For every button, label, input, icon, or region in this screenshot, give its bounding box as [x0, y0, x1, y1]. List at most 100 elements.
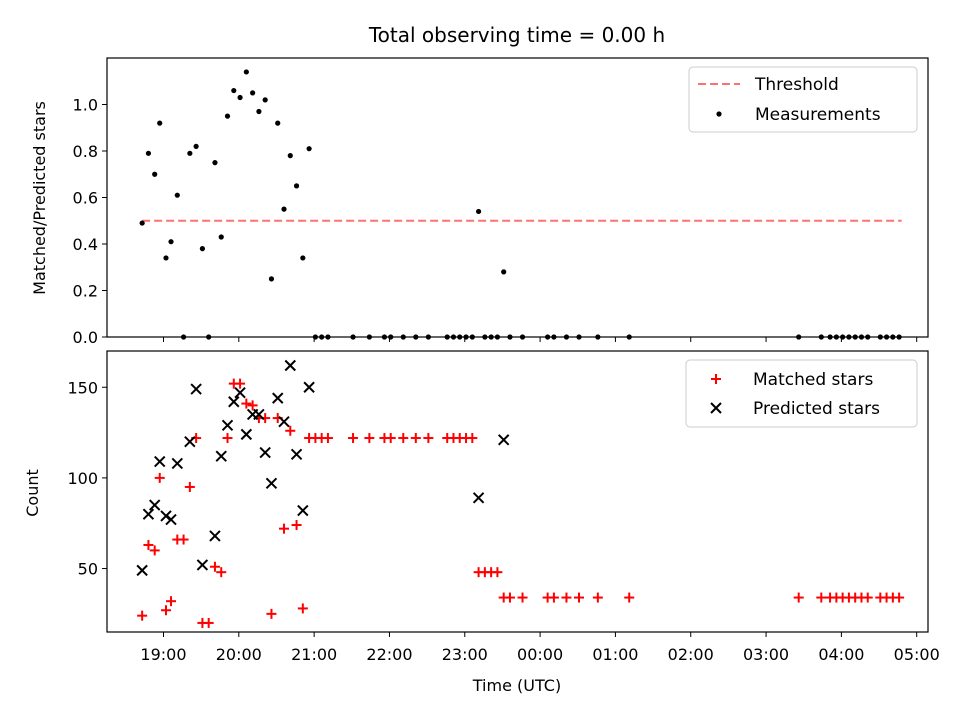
predicted-star-point: [148, 499, 161, 511]
matched-star-point: [154, 472, 165, 483]
predicted-star-point: [228, 396, 240, 408]
matched-star-point: [561, 592, 572, 603]
measurement-point: [501, 269, 507, 275]
measurement-point: [300, 255, 306, 261]
measurement-point: [218, 234, 224, 240]
measurement-point: [231, 87, 237, 94]
measurement-point: [152, 171, 158, 177]
measurement-point: [237, 94, 243, 101]
matched-star-point: [143, 539, 154, 550]
predicted-star-point: [190, 383, 202, 395]
predicted-star-point: [297, 504, 309, 517]
matched-star-point: [137, 610, 148, 621]
predicted-star-point: [497, 434, 510, 446]
x-tick-label: 22:00: [366, 645, 412, 664]
matched-star-point: [504, 592, 515, 603]
measurement-point: [187, 150, 193, 156]
x-tick-label: 01:00: [592, 645, 638, 664]
predicted-star-point: [240, 428, 253, 441]
matched-star-point: [862, 592, 873, 603]
x-tick-label: 23:00: [442, 645, 488, 664]
matched-star-point: [348, 433, 359, 444]
predicted-star-point: [154, 455, 166, 468]
measurement-point: [281, 206, 287, 212]
matched-star-point: [178, 534, 189, 545]
predicted-star-point: [221, 419, 234, 432]
matched-star-point: [285, 425, 296, 436]
matched-star-point: [266, 608, 277, 619]
predicted-star-point: [171, 457, 184, 470]
measurement-point: [268, 276, 275, 282]
bottom-legend-box: [685, 359, 918, 428]
top-y-tick-label: 0.0: [73, 328, 98, 347]
legend-matched-swatch: [711, 374, 721, 384]
legend-predicted-swatch: [710, 402, 722, 414]
matched-star-point: [222, 433, 233, 444]
matched-star-point: [793, 592, 804, 603]
predicted-star-point: [472, 492, 485, 504]
predicted-star-point: [290, 448, 303, 461]
matched-star-point: [235, 378, 246, 389]
measurement-point: [243, 69, 249, 75]
measurement-point: [212, 160, 218, 166]
matched-star-point: [364, 433, 375, 444]
predicted-star-point: [278, 415, 290, 428]
x-tick-label: 02:00: [668, 645, 714, 664]
predicted-star-point: [272, 392, 284, 404]
matched-star-point: [209, 561, 220, 572]
predicted-star-point: [284, 359, 296, 372]
measurement-point: [157, 120, 163, 126]
bottom-legend: Matched stars Predicted stars: [685, 359, 918, 428]
measurement-point: [224, 113, 231, 119]
predicted-star-point: [234, 386, 246, 399]
measurement-point: [250, 90, 256, 96]
predicted-star-point: [259, 446, 271, 459]
predicted-star-point: [253, 408, 265, 421]
matched-star-point: [894, 592, 905, 603]
matched-star-point: [203, 617, 214, 628]
x-tick-label: 20:00: [216, 645, 262, 664]
bottom-y-tick-label: 100: [67, 469, 98, 488]
matched-star-point: [517, 592, 528, 603]
top-plot-panel: Total observing time = 0.00 h Matched/Pr…: [30, 23, 929, 347]
measurement-point: [293, 183, 300, 189]
matched-star-point: [385, 433, 396, 444]
chart-title: Total observing time = 0.00 h: [368, 23, 665, 47]
x-tick-label: 05:00: [894, 645, 940, 664]
legend-measurements-swatch: [716, 111, 722, 117]
top-y-tick-label: 0.8: [73, 142, 98, 161]
predicted-star-point: [184, 435, 196, 448]
measurement-point: [174, 192, 180, 198]
matched-star-point: [241, 398, 252, 409]
legend-predicted-label: Predicted stars: [753, 399, 880, 419]
legend-measurements-label: Measurements: [755, 105, 881, 125]
predicted-star-point: [165, 513, 177, 526]
top-plot-frame: [106, 57, 929, 338]
x-tick-label: 04:00: [818, 645, 864, 664]
x-tick-label: 00:00: [517, 645, 563, 664]
matched-star-point: [410, 433, 421, 444]
matched-star-point: [184, 481, 195, 492]
bottom-y-tick-label: 150: [67, 378, 98, 397]
matched-star-point: [166, 596, 177, 607]
matched-star-point: [492, 567, 503, 578]
matched-star-point: [297, 603, 308, 614]
top-legend-box: [688, 66, 918, 133]
measurement-point: [199, 246, 206, 252]
top-y-tick-label: 0.6: [73, 189, 98, 208]
x-tick-label: 03:00: [743, 645, 789, 664]
matched-star-point: [592, 592, 603, 603]
matched-star-point: [548, 592, 559, 603]
matched-star-point: [279, 523, 290, 534]
measurement-point: [475, 208, 482, 215]
predicted-star-point: [136, 564, 148, 577]
bottom-y-axis-label: Count: [23, 469, 42, 517]
matched-star-point: [291, 520, 302, 531]
measurement-point: [168, 239, 174, 245]
bottom-plot-frame: [106, 350, 929, 633]
x-tick-label: 19:00: [140, 645, 186, 664]
measurement-point: [139, 220, 145, 226]
top-y-axis-label: Matched/Predicted stars: [30, 101, 49, 295]
x-tick-label: 21:00: [291, 645, 337, 664]
